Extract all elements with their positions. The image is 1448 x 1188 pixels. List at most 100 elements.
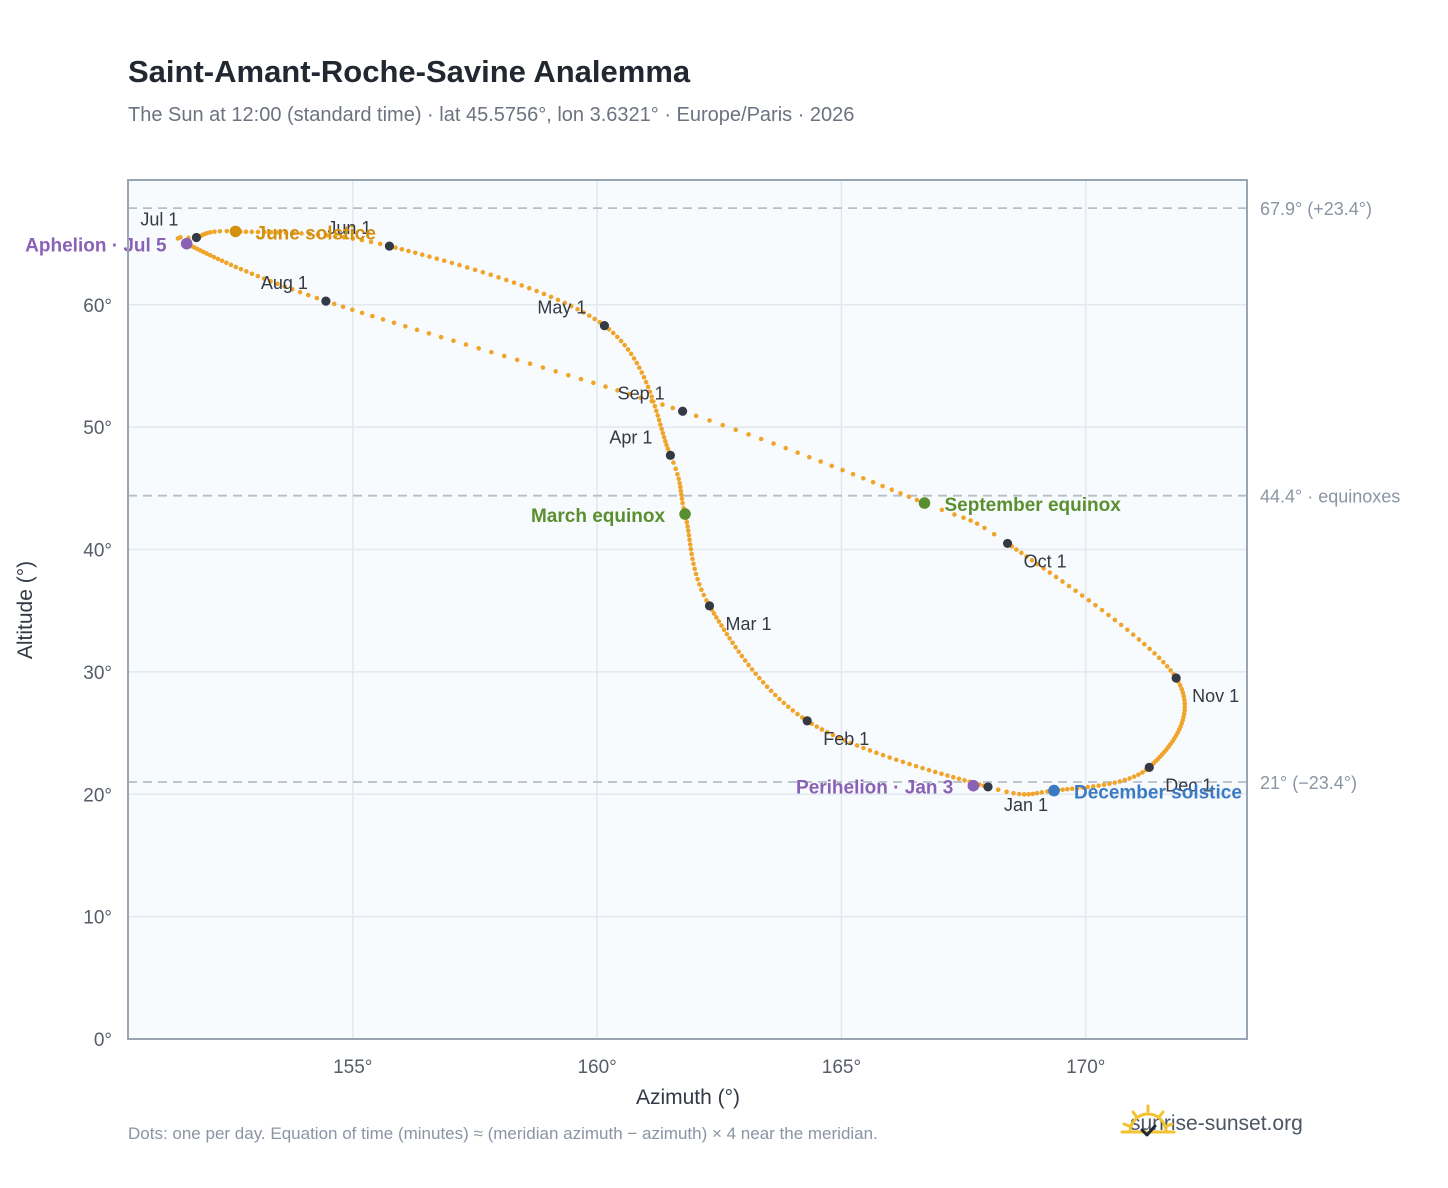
daily-sun-dot: [758, 436, 764, 442]
daily-sun-dot: [1086, 598, 1092, 603]
month-marker: [802, 716, 812, 726]
daily-sun-dot: [907, 761, 912, 767]
daily-sun-dot: [553, 369, 558, 374]
daily-sun-dot: [707, 418, 712, 423]
daily-sun-dot: [1179, 686, 1184, 692]
daily-sun-dot: [268, 278, 273, 284]
daily-sun-dot: [228, 262, 234, 268]
daily-sun-dot: [961, 515, 966, 521]
daily-sun-dot: [1177, 683, 1183, 688]
daily-sun-dot: [1029, 557, 1035, 563]
daily-sun-dot: [1127, 776, 1132, 781]
daily-sun-dot: [870, 479, 876, 485]
daily-sun-dot: [238, 266, 244, 272]
daily-sun-dot: [603, 384, 608, 389]
daily-sun-dot: [1053, 574, 1059, 580]
daily-sun-dot: [1152, 651, 1157, 656]
daily-sun-dot: [568, 303, 574, 309]
daily-sun-dot: [637, 365, 642, 371]
daily-sun-dot: [679, 496, 685, 502]
daily-sun-dot: [664, 442, 669, 448]
month-marker: [1171, 673, 1181, 683]
daily-sun-dot: [658, 422, 663, 427]
daily-sun-dot: [818, 459, 823, 464]
daily-sun-dot: [555, 297, 561, 303]
daily-sun-dot: [842, 738, 847, 743]
daily-sun-dot: [207, 252, 213, 258]
daily-sun-dot: [615, 388, 620, 393]
daily-sun-dot: [243, 269, 249, 274]
daily-sun-dot: [840, 467, 845, 473]
daily-sun-dot: [476, 346, 481, 351]
event-label: Aphelion · Jul 5: [25, 236, 167, 257]
daily-sun-dot: [768, 688, 774, 694]
daily-sun-dot: [690, 556, 695, 562]
daily-sun-dot: [900, 759, 906, 765]
daily-sun-dot: [660, 430, 666, 436]
y-tick-label: 20°: [83, 785, 112, 806]
month-label: Mar 1: [725, 614, 771, 634]
daily-sun-dot: [819, 727, 825, 732]
daily-sun-dot: [861, 745, 866, 751]
daily-sun-dot: [591, 380, 596, 386]
daily-sun-dot: [952, 512, 957, 517]
daily-sun-dot: [829, 463, 835, 469]
daily-sun-dot: [291, 230, 296, 236]
daily-sun-dot: [716, 619, 722, 624]
brand[interactable]: sunrise-sunset.org: [1120, 1102, 1303, 1146]
daily-sun-dot: [350, 236, 356, 241]
grid: [128, 180, 1247, 1040]
daily-sun-dot: [1182, 704, 1188, 710]
daily-sun-dot: [1142, 641, 1147, 647]
daily-sun-dot: [670, 405, 676, 411]
daily-sun-dot: [1164, 664, 1170, 669]
daily-sun-dot: [1026, 791, 1031, 797]
daily-sun-dot: [641, 374, 647, 380]
event-label: June solstice: [256, 223, 376, 244]
month-marker: [704, 601, 715, 611]
daily-sun-dot: [675, 471, 680, 477]
apsis-marker: [967, 779, 980, 792]
daily-sun-dot: [628, 351, 634, 357]
daily-sun-dot: [1079, 593, 1085, 598]
daily-sun-dot: [438, 334, 444, 340]
daily-sun-dot: [269, 229, 274, 235]
daily-sun-dot: [1060, 787, 1065, 792]
daily-sun-dot: [472, 267, 478, 273]
y-axis-label: Altitude (°): [14, 561, 37, 659]
equinox-marker: [679, 508, 691, 520]
daily-sun-dot: [643, 379, 649, 385]
daily-sun-dot: [652, 403, 658, 409]
event-label: December solstice: [1074, 783, 1242, 804]
daily-sun-dot: [920, 765, 925, 771]
daily-sun-dot: [673, 466, 678, 472]
daily-sun-dot: [324, 233, 329, 238]
daily-sun-dot: [414, 327, 420, 333]
month-label: Sep 1: [618, 383, 665, 403]
daily-sun-dot: [1080, 785, 1085, 790]
daily-sun-dot: [1181, 693, 1187, 699]
daily-sun-dot: [724, 631, 730, 637]
daily-sun-dot: [224, 228, 230, 234]
daily-sun-dot: [991, 531, 997, 537]
daily-sun-dot: [1069, 786, 1075, 792]
daily-sun-dot: [618, 338, 624, 344]
equinox-marker: [918, 497, 931, 509]
daily-sun-dot: [380, 317, 386, 322]
daily-sun-dot: [307, 231, 312, 237]
daily-sun-dot: [660, 402, 665, 407]
daily-sun-dot: [771, 441, 776, 446]
daily-sun-dot: [1136, 637, 1142, 642]
daily-sun-dot: [659, 426, 664, 432]
daily-sun-dot: [534, 288, 539, 294]
daily-sun-dot: [655, 413, 661, 418]
x-axis-label: Azimuth (°): [636, 1086, 740, 1109]
daily-sun-dot: [359, 237, 365, 243]
daily-sun-dot: [676, 476, 682, 482]
month-marker: [321, 296, 331, 306]
daily-sun-dot: [730, 640, 735, 646]
daily-sun-dot: [697, 582, 702, 587]
daily-sun-dot: [391, 320, 397, 326]
daily-sun-dot: [691, 561, 696, 567]
daily-sun-dot: [1140, 770, 1145, 775]
